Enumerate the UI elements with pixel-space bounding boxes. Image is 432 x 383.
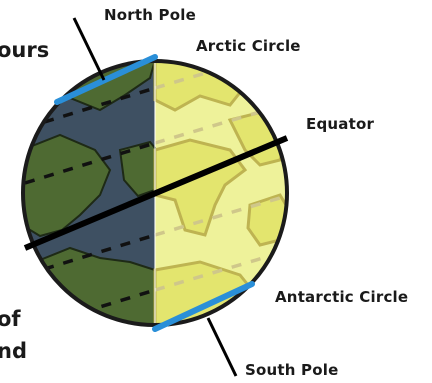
cropped-text-fragment: nd	[0, 339, 27, 363]
cropped-text-fragment: of	[0, 307, 21, 331]
arctic-circle-label: Arctic Circle	[196, 37, 301, 55]
arctic-circle-line	[54, 54, 158, 105]
north-pole-label: North Pole	[104, 6, 196, 24]
globe-outline	[21, 59, 289, 327]
axis-north	[72, 17, 106, 81]
south-pole-label: South Pole	[245, 361, 339, 379]
antarctic-circle-line	[152, 281, 255, 332]
equator-line	[23, 135, 289, 251]
equator-label: Equator	[306, 115, 375, 133]
axis-south	[206, 317, 238, 377]
antarctic-circle-label: Antarctic Circle	[275, 288, 409, 306]
cropped-text-fragment: ours	[0, 38, 50, 62]
